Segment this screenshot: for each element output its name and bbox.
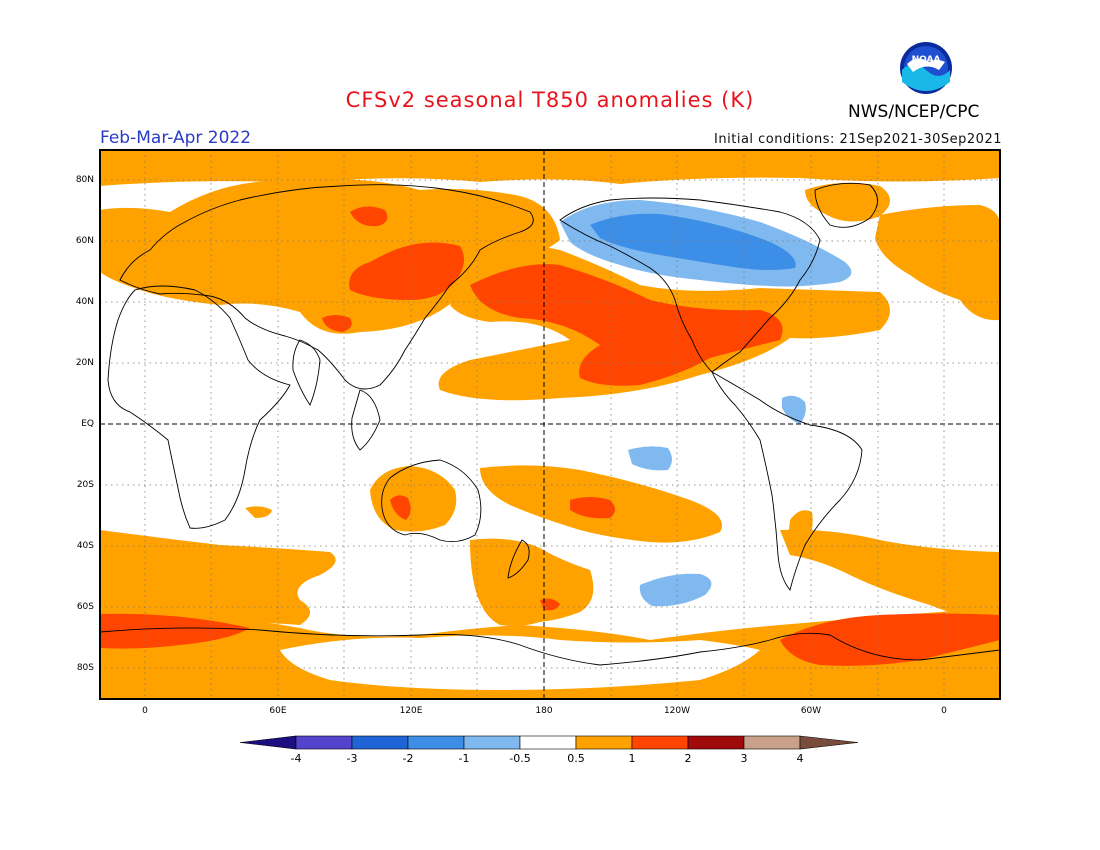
lon-label-60w: 60W [800, 706, 822, 716]
colorbar-tick-label: 4 [796, 752, 804, 765]
colorbar-tick-label: 2 [684, 752, 692, 765]
colorbar-tick-label: -1 [458, 752, 470, 765]
colorbar-segment [687, 735, 745, 750]
forecast-period: Feb-Mar-Apr 2022 [100, 128, 252, 148]
lon-label-120w: 120W [663, 706, 691, 716]
lat-label-60n: 60N [75, 236, 94, 246]
colorbar-segment [295, 735, 353, 750]
colorbar-tick-label: 3 [740, 752, 748, 765]
agency-label: NWS/NCEP/CPC [848, 102, 980, 122]
colorbar-segment [351, 735, 409, 750]
noaa-logo: NOAA [900, 42, 952, 94]
colorbar-arrow-high [799, 735, 859, 750]
lat-label-20s: 20S [76, 480, 94, 490]
lat-label-80n: 80N [75, 175, 94, 185]
lat-label-40n: 40N [75, 297, 94, 307]
colorbar-segment [519, 735, 577, 750]
colorbar-segment [463, 735, 521, 750]
map-frame [99, 149, 1001, 700]
colorbar-tick-label: 1 [628, 752, 636, 765]
colorbar-tick-label: -4 [290, 752, 302, 765]
initial-conditions: Initial conditions: 21Sep2021-30Sep2021 [714, 132, 1002, 147]
colorbar-segment [407, 735, 465, 750]
lat-label-20n: 20N [75, 358, 94, 368]
colorbar-tick-label: 0.5 [567, 752, 585, 765]
lon-label-120e: 120E [399, 706, 423, 716]
anomaly-field [100, 150, 1000, 699]
lat-label-eq: EQ [81, 419, 94, 429]
colorbar-segment [743, 735, 801, 750]
map-title: CFSv2 seasonal T850 anomalies (K) [345, 88, 755, 112]
colorbar-tick-label: -3 [346, 752, 358, 765]
colorbar-arrow-low [239, 735, 297, 750]
lat-label-40s: 40S [76, 541, 94, 551]
lat-label-80s: 80S [76, 663, 94, 673]
colorbar-tick-label: -0.5 [509, 752, 531, 765]
colorbar-segment [575, 735, 633, 750]
colorbar-tick-label: -2 [402, 752, 414, 765]
colorbar-segment [631, 735, 689, 750]
lon-label-0-right: 0 [941, 706, 947, 716]
noaa-logo-text: NOAA [912, 55, 941, 65]
lon-label-180: 180 [535, 706, 553, 716]
lon-label-0-left: 0 [142, 706, 148, 716]
lat-label-60s: 60S [76, 602, 94, 612]
lon-label-60e: 60E [269, 706, 287, 716]
coastlines [100, 182, 1000, 666]
